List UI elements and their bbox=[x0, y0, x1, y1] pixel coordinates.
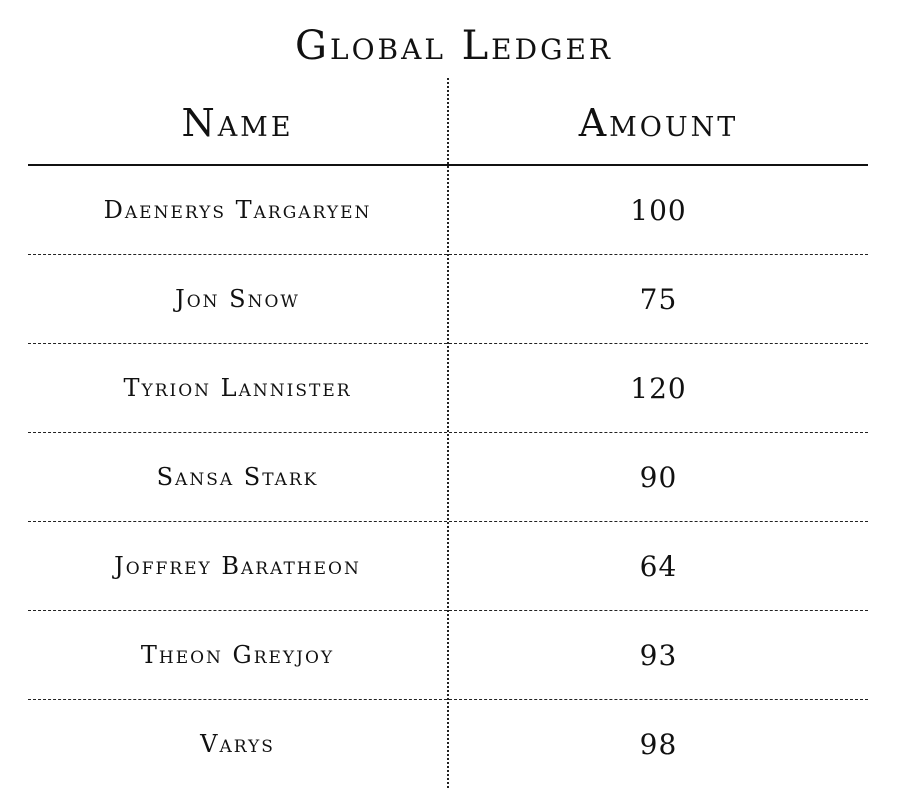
table-row: Theon Greyjoy 93 bbox=[28, 611, 868, 700]
table-row: Jon Snow 75 bbox=[28, 255, 868, 344]
cell-amount: 120 bbox=[630, 371, 687, 405]
cell-name: Daenerys Targaryen bbox=[103, 196, 372, 224]
table-row: Daenerys Targaryen 100 bbox=[28, 166, 868, 255]
column-header-name: Name bbox=[181, 101, 294, 145]
cell-amount: 93 bbox=[639, 638, 678, 672]
column-header-amount: Amount bbox=[578, 101, 739, 145]
page-title: Global Ledger bbox=[295, 23, 613, 69]
cell-amount: 75 bbox=[639, 282, 678, 316]
table-row: Tyrion Lannister 120 bbox=[28, 344, 868, 433]
table-row: Joffrey Baratheon 64 bbox=[28, 522, 868, 611]
cell-name: Varys bbox=[200, 730, 275, 758]
table-body: Daenerys Targaryen 100 Jon Snow 75 Tyrio… bbox=[28, 166, 868, 788]
cell-name: Tyrion Lannister bbox=[123, 374, 352, 402]
cell-amount: 98 bbox=[639, 727, 678, 761]
table-row: Sansa Stark 90 bbox=[28, 433, 868, 522]
cell-amount: 90 bbox=[639, 460, 678, 494]
cell-amount: 64 bbox=[639, 549, 678, 583]
cell-amount: 100 bbox=[630, 193, 687, 227]
cell-name: Jon Snow bbox=[175, 285, 300, 313]
table-header: Name Amount bbox=[28, 82, 868, 166]
cell-name: Sansa Stark bbox=[156, 463, 319, 491]
cell-name: Theon Greyjoy bbox=[140, 641, 335, 669]
column-divider bbox=[447, 78, 449, 788]
table-row: Varys 98 bbox=[28, 700, 868, 788]
cell-name: Joffrey Baratheon bbox=[114, 552, 361, 580]
